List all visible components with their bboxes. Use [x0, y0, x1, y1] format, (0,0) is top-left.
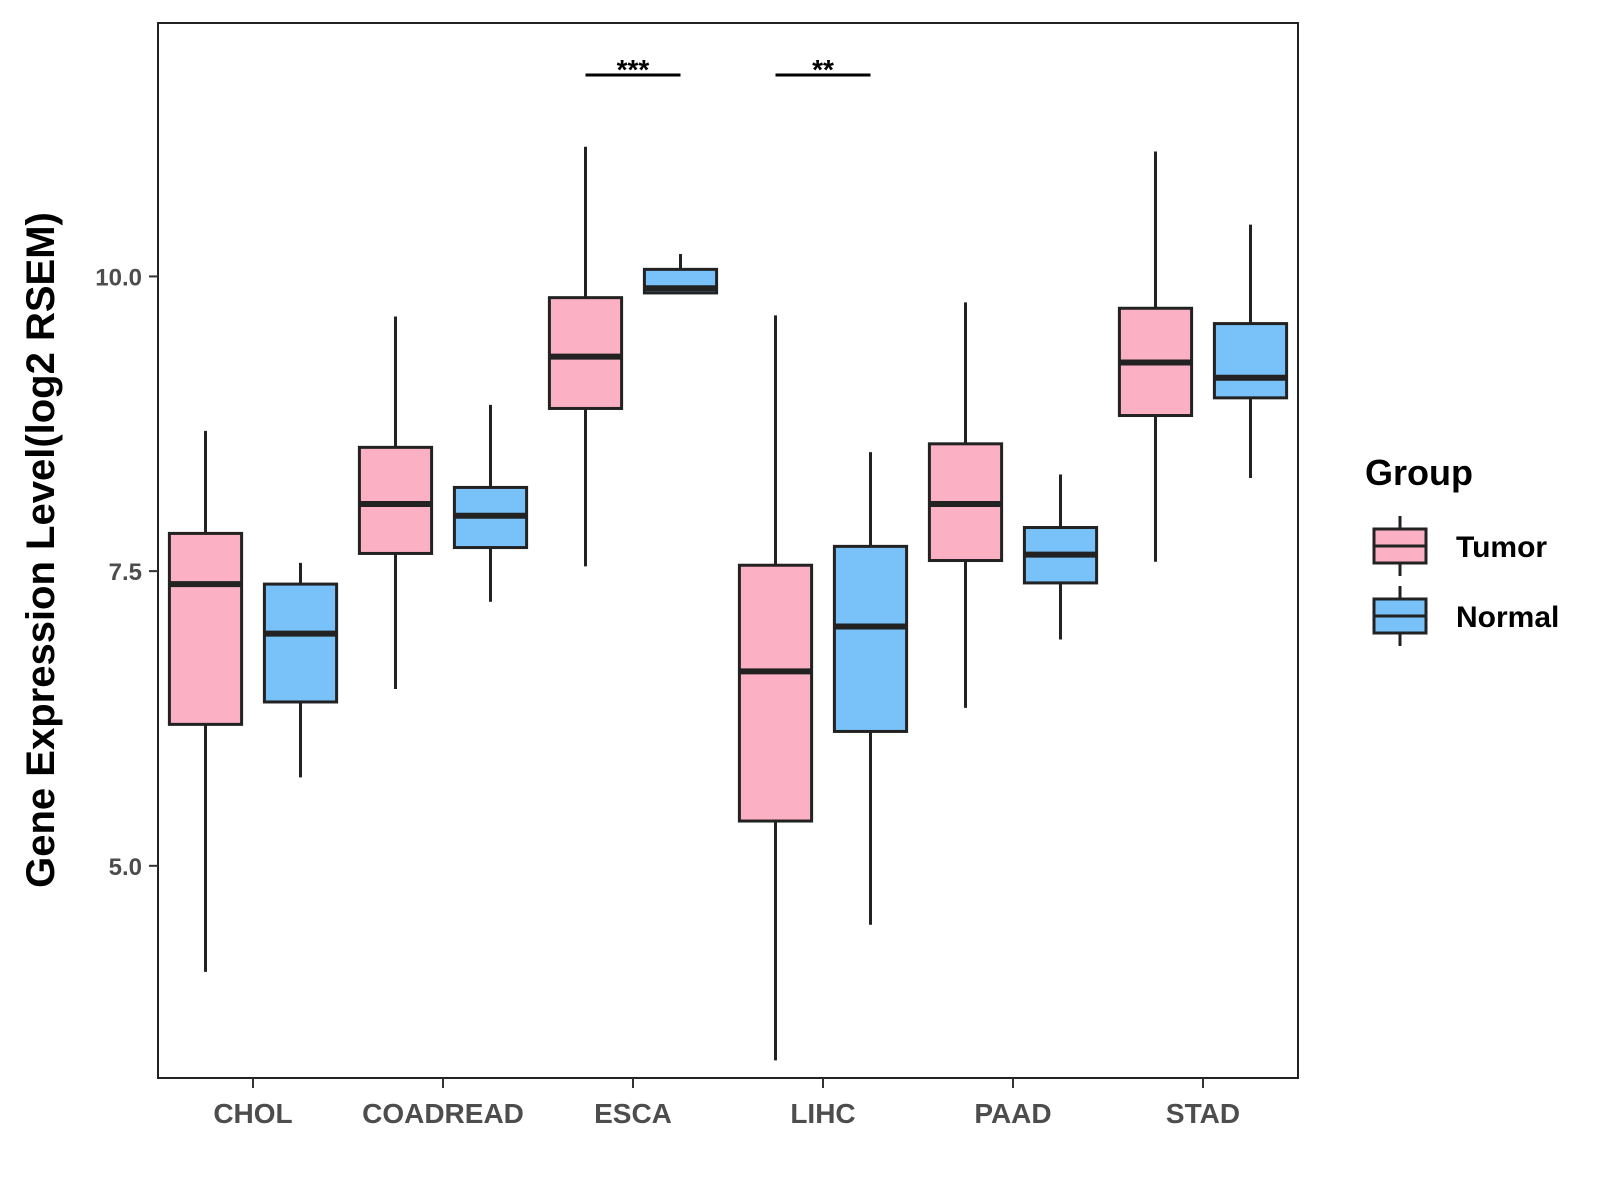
box-normal-stad — [1212, 224, 1289, 479]
box-body — [547, 296, 624, 410]
legend-item-tumor: Tumor — [1372, 516, 1547, 576]
box-tumor-stad — [1117, 151, 1194, 562]
box-normal-esca — [642, 254, 719, 295]
legend-title: Group — [1365, 452, 1473, 493]
y-tick-label: 7.5 — [109, 559, 142, 586]
significance-annotations: *** ** — [585, 54, 871, 85]
significance-label: *** — [617, 54, 650, 85]
box-tumor-chol — [167, 430, 244, 972]
y-axis-title: Gene Expression Level(log2 RSEM) — [19, 212, 63, 888]
legend-label: Tumor — [1456, 531, 1547, 564]
box-body — [737, 563, 814, 823]
significance-label: ** — [812, 54, 834, 85]
box-tumor-paad — [927, 302, 1004, 708]
y-tick-label: 10.0 — [95, 264, 142, 291]
x-tick-label: COADREAD — [362, 1098, 524, 1129]
box-normal-coadread — [452, 404, 529, 602]
box-normal-lihc — [832, 452, 909, 925]
box-body — [262, 582, 339, 704]
box-series — [167, 146, 1289, 1061]
x-tick-label: PAAD — [974, 1098, 1051, 1129]
box-tumor-coadread — [357, 316, 434, 690]
box-body — [832, 544, 909, 733]
box-body — [167, 531, 244, 726]
x-tick-label: ESCA — [594, 1098, 672, 1129]
x-axis: CHOL COADREAD ESCA LIHC PAAD STAD — [213, 1078, 1240, 1129]
box-body — [357, 445, 434, 555]
y-tick-label: 5.0 — [109, 854, 142, 881]
box-normal-chol — [262, 562, 339, 778]
legend-label: Normal — [1456, 601, 1559, 634]
x-tick-label: LIHC — [790, 1098, 855, 1129]
plot-panel — [157, 22, 1299, 1079]
box-tumor-esca — [547, 146, 624, 567]
x-tick-label: STAD — [1166, 1098, 1240, 1129]
legend: Group Tumor Normal — [1365, 452, 1559, 646]
box-normal-paad — [1022, 474, 1099, 640]
legend-item-normal: Normal — [1372, 586, 1559, 646]
box-tumor-lihc — [737, 315, 814, 1061]
box-body — [1212, 322, 1289, 400]
y-axis: 5.0 7.5 10.0 — [95, 264, 158, 881]
x-tick-label: CHOL — [213, 1098, 292, 1129]
